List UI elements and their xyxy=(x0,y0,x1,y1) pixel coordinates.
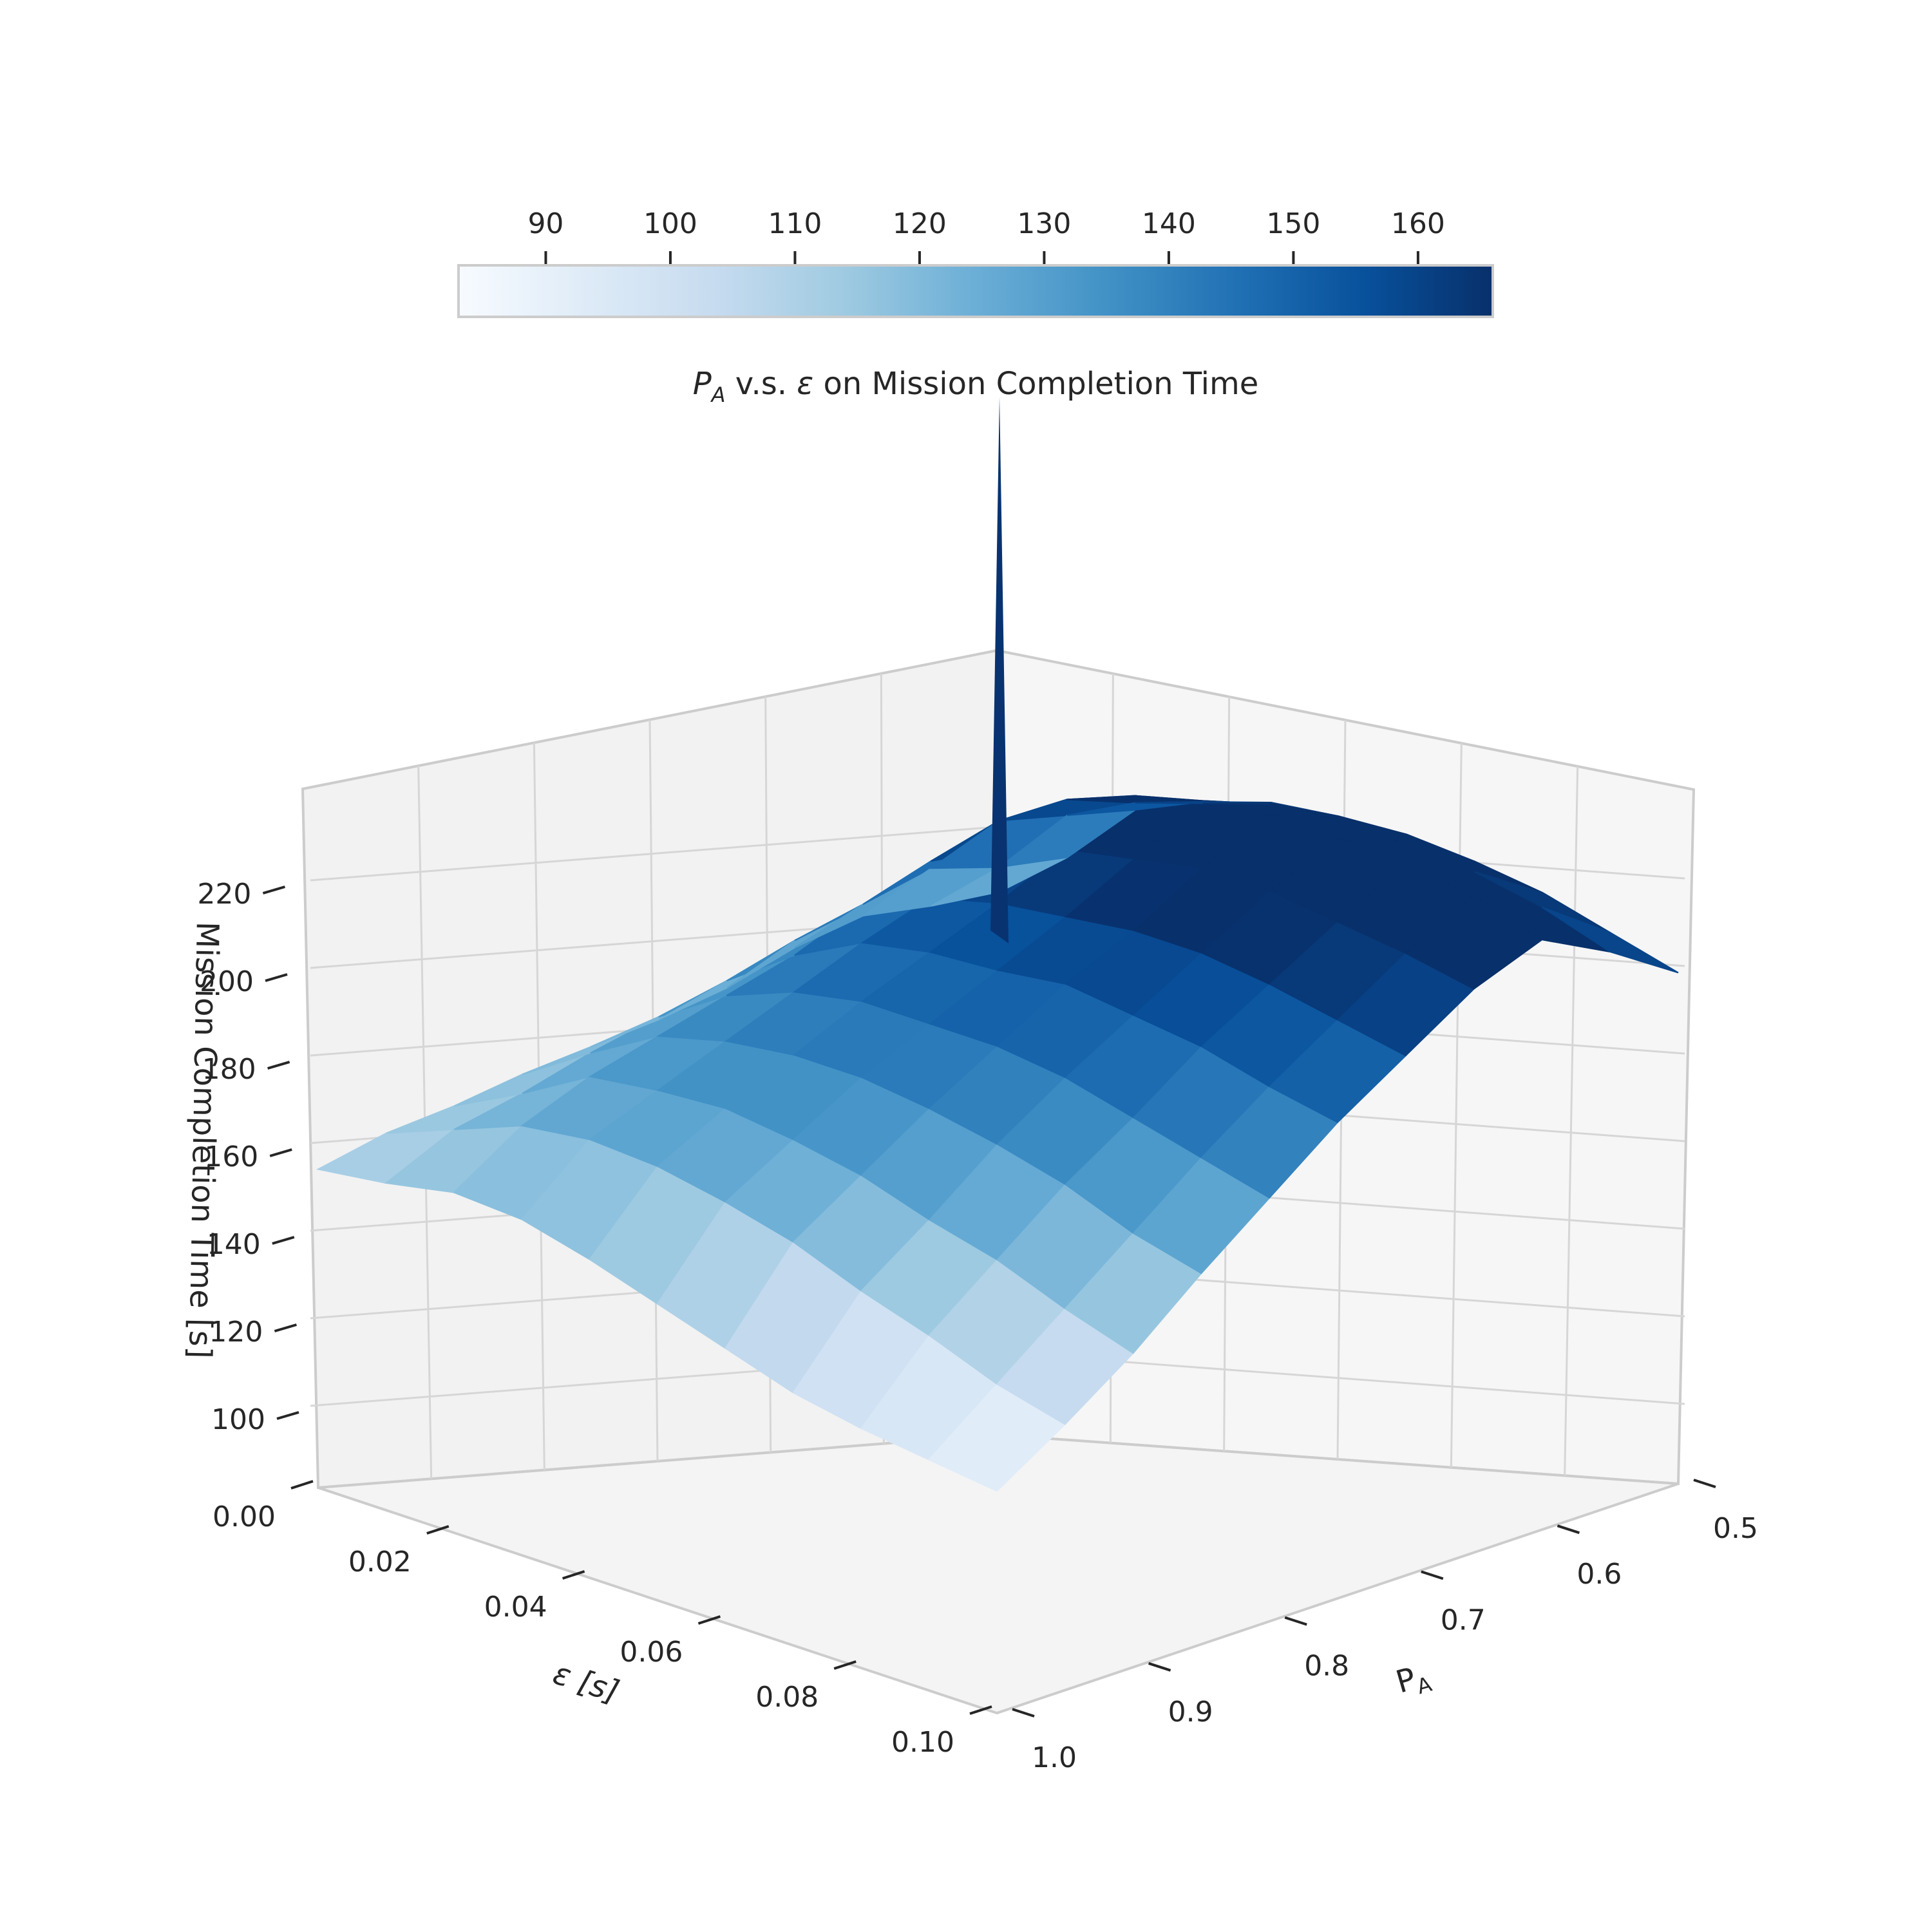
colorbar-gradient xyxy=(457,264,1494,318)
y-tick-label: 0.8 xyxy=(1304,1650,1349,1683)
colorbar-tick-label: 140 xyxy=(1142,207,1196,240)
x-tick-mark xyxy=(290,1480,314,1490)
y-tick-label: 0.5 xyxy=(1713,1512,1758,1545)
y-tick-mark xyxy=(1557,1524,1580,1535)
colorbar-tick-label: 130 xyxy=(1017,207,1071,240)
x-tick-mark xyxy=(426,1525,450,1535)
x-tick-mark xyxy=(697,1615,721,1625)
z-tick-mark xyxy=(272,1236,295,1245)
x-tick-label: 0.06 xyxy=(620,1636,683,1669)
y-axis-title: PA xyxy=(1392,1657,1434,1705)
z-tick-label: 200 xyxy=(200,965,254,998)
z-tick-mark xyxy=(269,1148,292,1157)
y-tick-mark xyxy=(1148,1662,1171,1672)
colorbar-title: PA v.s. ε on Mission Completion Time xyxy=(693,366,1259,407)
grid-line xyxy=(310,826,998,882)
surface-patch xyxy=(1542,907,1679,974)
y-tick-label: 0.9 xyxy=(1168,1696,1213,1728)
y-tick-mark xyxy=(1421,1570,1444,1580)
colorbar-tick-label: 100 xyxy=(643,207,697,240)
z-tick-label: 160 xyxy=(204,1141,258,1173)
colorbar-ticks: 90 100 110 120 130 140 150 160 xyxy=(527,207,1445,264)
surface-spike xyxy=(990,397,1009,943)
z-axis-title: Mission Completion Time [s] xyxy=(182,922,225,1359)
x-tick-mark xyxy=(833,1660,857,1670)
surface-mesh xyxy=(316,397,1679,1492)
y-tick-mark xyxy=(1012,1708,1035,1718)
y-tick-mark xyxy=(1693,1479,1716,1488)
colorbar-tick-label: 110 xyxy=(768,207,822,240)
x-tick-label: 0.02 xyxy=(348,1546,412,1578)
x-tick-mark xyxy=(562,1570,585,1580)
y-tick-label: 0.6 xyxy=(1577,1558,1622,1591)
z-tick-label: 140 xyxy=(207,1228,261,1261)
x-tick-label: 0.10 xyxy=(891,1726,954,1759)
z-tick-mark xyxy=(276,1411,299,1420)
grid-line xyxy=(1564,766,1579,1476)
z-tick-mark xyxy=(267,1061,290,1070)
z-tick-mark xyxy=(265,973,288,982)
x-tick-mark xyxy=(969,1705,992,1715)
y-tick-label: 0.7 xyxy=(1441,1604,1486,1636)
x-tick-label: 0.04 xyxy=(484,1591,547,1624)
z-tick-mark xyxy=(274,1323,297,1332)
colorbar-tick-label: 120 xyxy=(893,207,947,240)
colorbar-tick-label: 90 xyxy=(527,207,564,240)
axis-ticks: 0.00 0.02 0.04 0.06 0.08 0.10 0.5 0.6 0.7 0.8 0.9 1… xyxy=(197,878,1758,1774)
x-axis-title: ε [s] xyxy=(549,1655,623,1710)
y-tick-mark xyxy=(1284,1616,1307,1626)
z-tick-label: 220 xyxy=(197,878,251,911)
z-tick-mark xyxy=(262,886,285,895)
colorbar-tick-label: 160 xyxy=(1391,207,1445,240)
x-tick-label: 0.08 xyxy=(755,1681,819,1714)
z-tick-label: 120 xyxy=(209,1316,263,1349)
colorbar-tick-label: 150 xyxy=(1266,207,1320,240)
z-tick-label: 100 xyxy=(211,1403,265,1436)
x-tick-label: 0.00 xyxy=(213,1501,276,1533)
z-tick-label: 180 xyxy=(202,1053,256,1086)
y-tick-label: 1.0 xyxy=(1032,1741,1077,1774)
colorbar: 90 100 110 120 130 140 150 160 PA v.s. ε on Mis… xyxy=(457,207,1494,407)
